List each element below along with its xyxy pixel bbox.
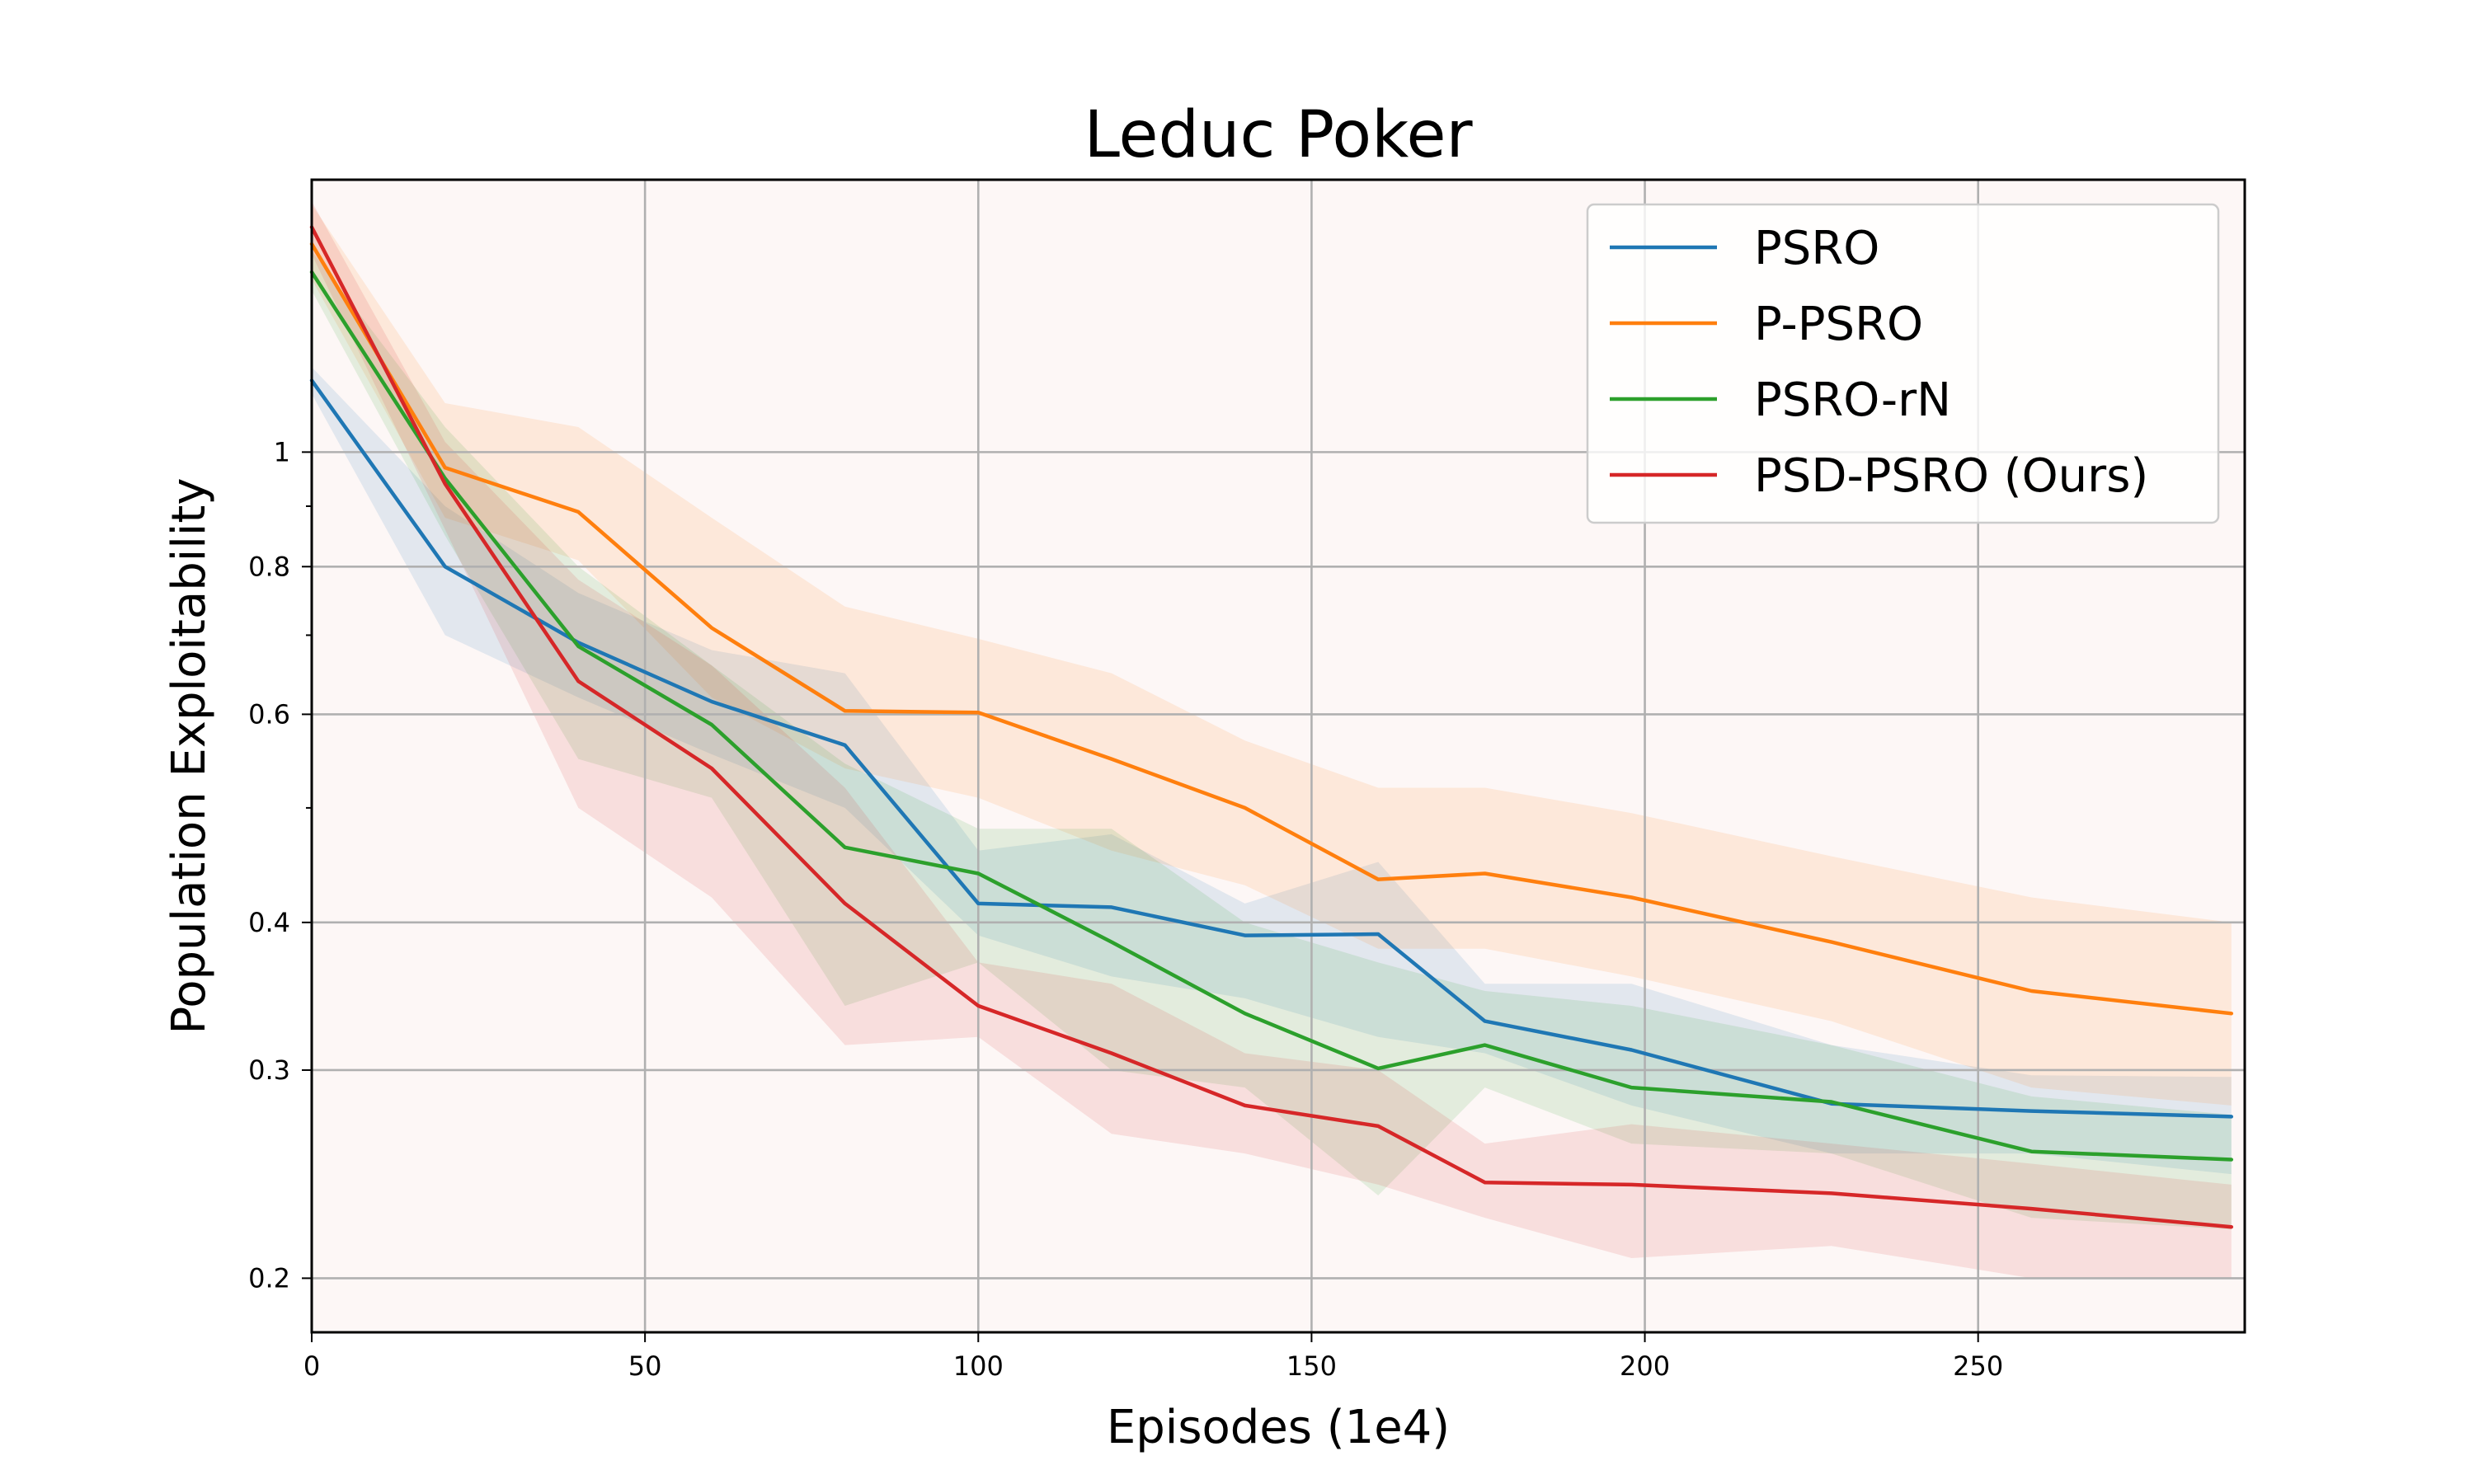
legend: PSRO P-PSRO PSRO-rN PSD-PSRO (Ours) bbox=[1586, 203, 2220, 524]
series-line-2 bbox=[309, 242, 2234, 1016]
band-1 bbox=[312, 367, 2232, 1175]
legend-label-2: P-PSRO bbox=[1754, 298, 1923, 351]
x-axis-ticks: 0 50 100 150 200 250 bbox=[303, 1332, 2003, 1382]
x-tick-label: 150 bbox=[1286, 1350, 1337, 1382]
y-axis-title: Population Exploitability bbox=[162, 477, 216, 1034]
legend-label-3: PSRO-rN bbox=[1754, 373, 1951, 427]
x-tick-label: 200 bbox=[1620, 1350, 1670, 1382]
plot-frame bbox=[310, 178, 2246, 1334]
confidence-bands bbox=[312, 201, 2232, 1279]
y-axis-ticks: 0.2 0.3 0.4 0.6 0.8 1 bbox=[248, 436, 312, 1294]
y-tick-label: 0.6 bbox=[248, 698, 290, 730]
x-tick-label: 100 bbox=[953, 1350, 1004, 1382]
series-line-4 bbox=[309, 225, 2234, 1229]
y-tick-label: 0.8 bbox=[248, 551, 290, 582]
y-tick-label: 0.2 bbox=[248, 1262, 290, 1294]
legend-box bbox=[1586, 203, 2220, 524]
series-lines bbox=[309, 225, 2234, 1229]
chart-title: Leduc Poker bbox=[1084, 98, 1473, 172]
x-tick-label: 250 bbox=[1953, 1350, 2003, 1382]
legend-label-1: PSRO bbox=[1754, 222, 1879, 275]
band-4 bbox=[312, 201, 2232, 1279]
x-tick-label: 0 bbox=[303, 1350, 320, 1382]
y-tick-label: 0.4 bbox=[248, 907, 290, 938]
x-tick-label: 50 bbox=[628, 1350, 662, 1382]
y-tick-label: 1 bbox=[274, 436, 290, 467]
x-axis-title: Episodes (1e4) bbox=[1107, 1401, 1450, 1454]
series-line-3 bbox=[309, 270, 2234, 1162]
legend-label-4: PSD-PSRO (Ours) bbox=[1754, 449, 2148, 503]
band-3 bbox=[312, 251, 2232, 1230]
y-tick-label: 0.3 bbox=[248, 1054, 290, 1086]
series-line-1 bbox=[309, 378, 2234, 1119]
band-2 bbox=[312, 204, 2232, 1106]
